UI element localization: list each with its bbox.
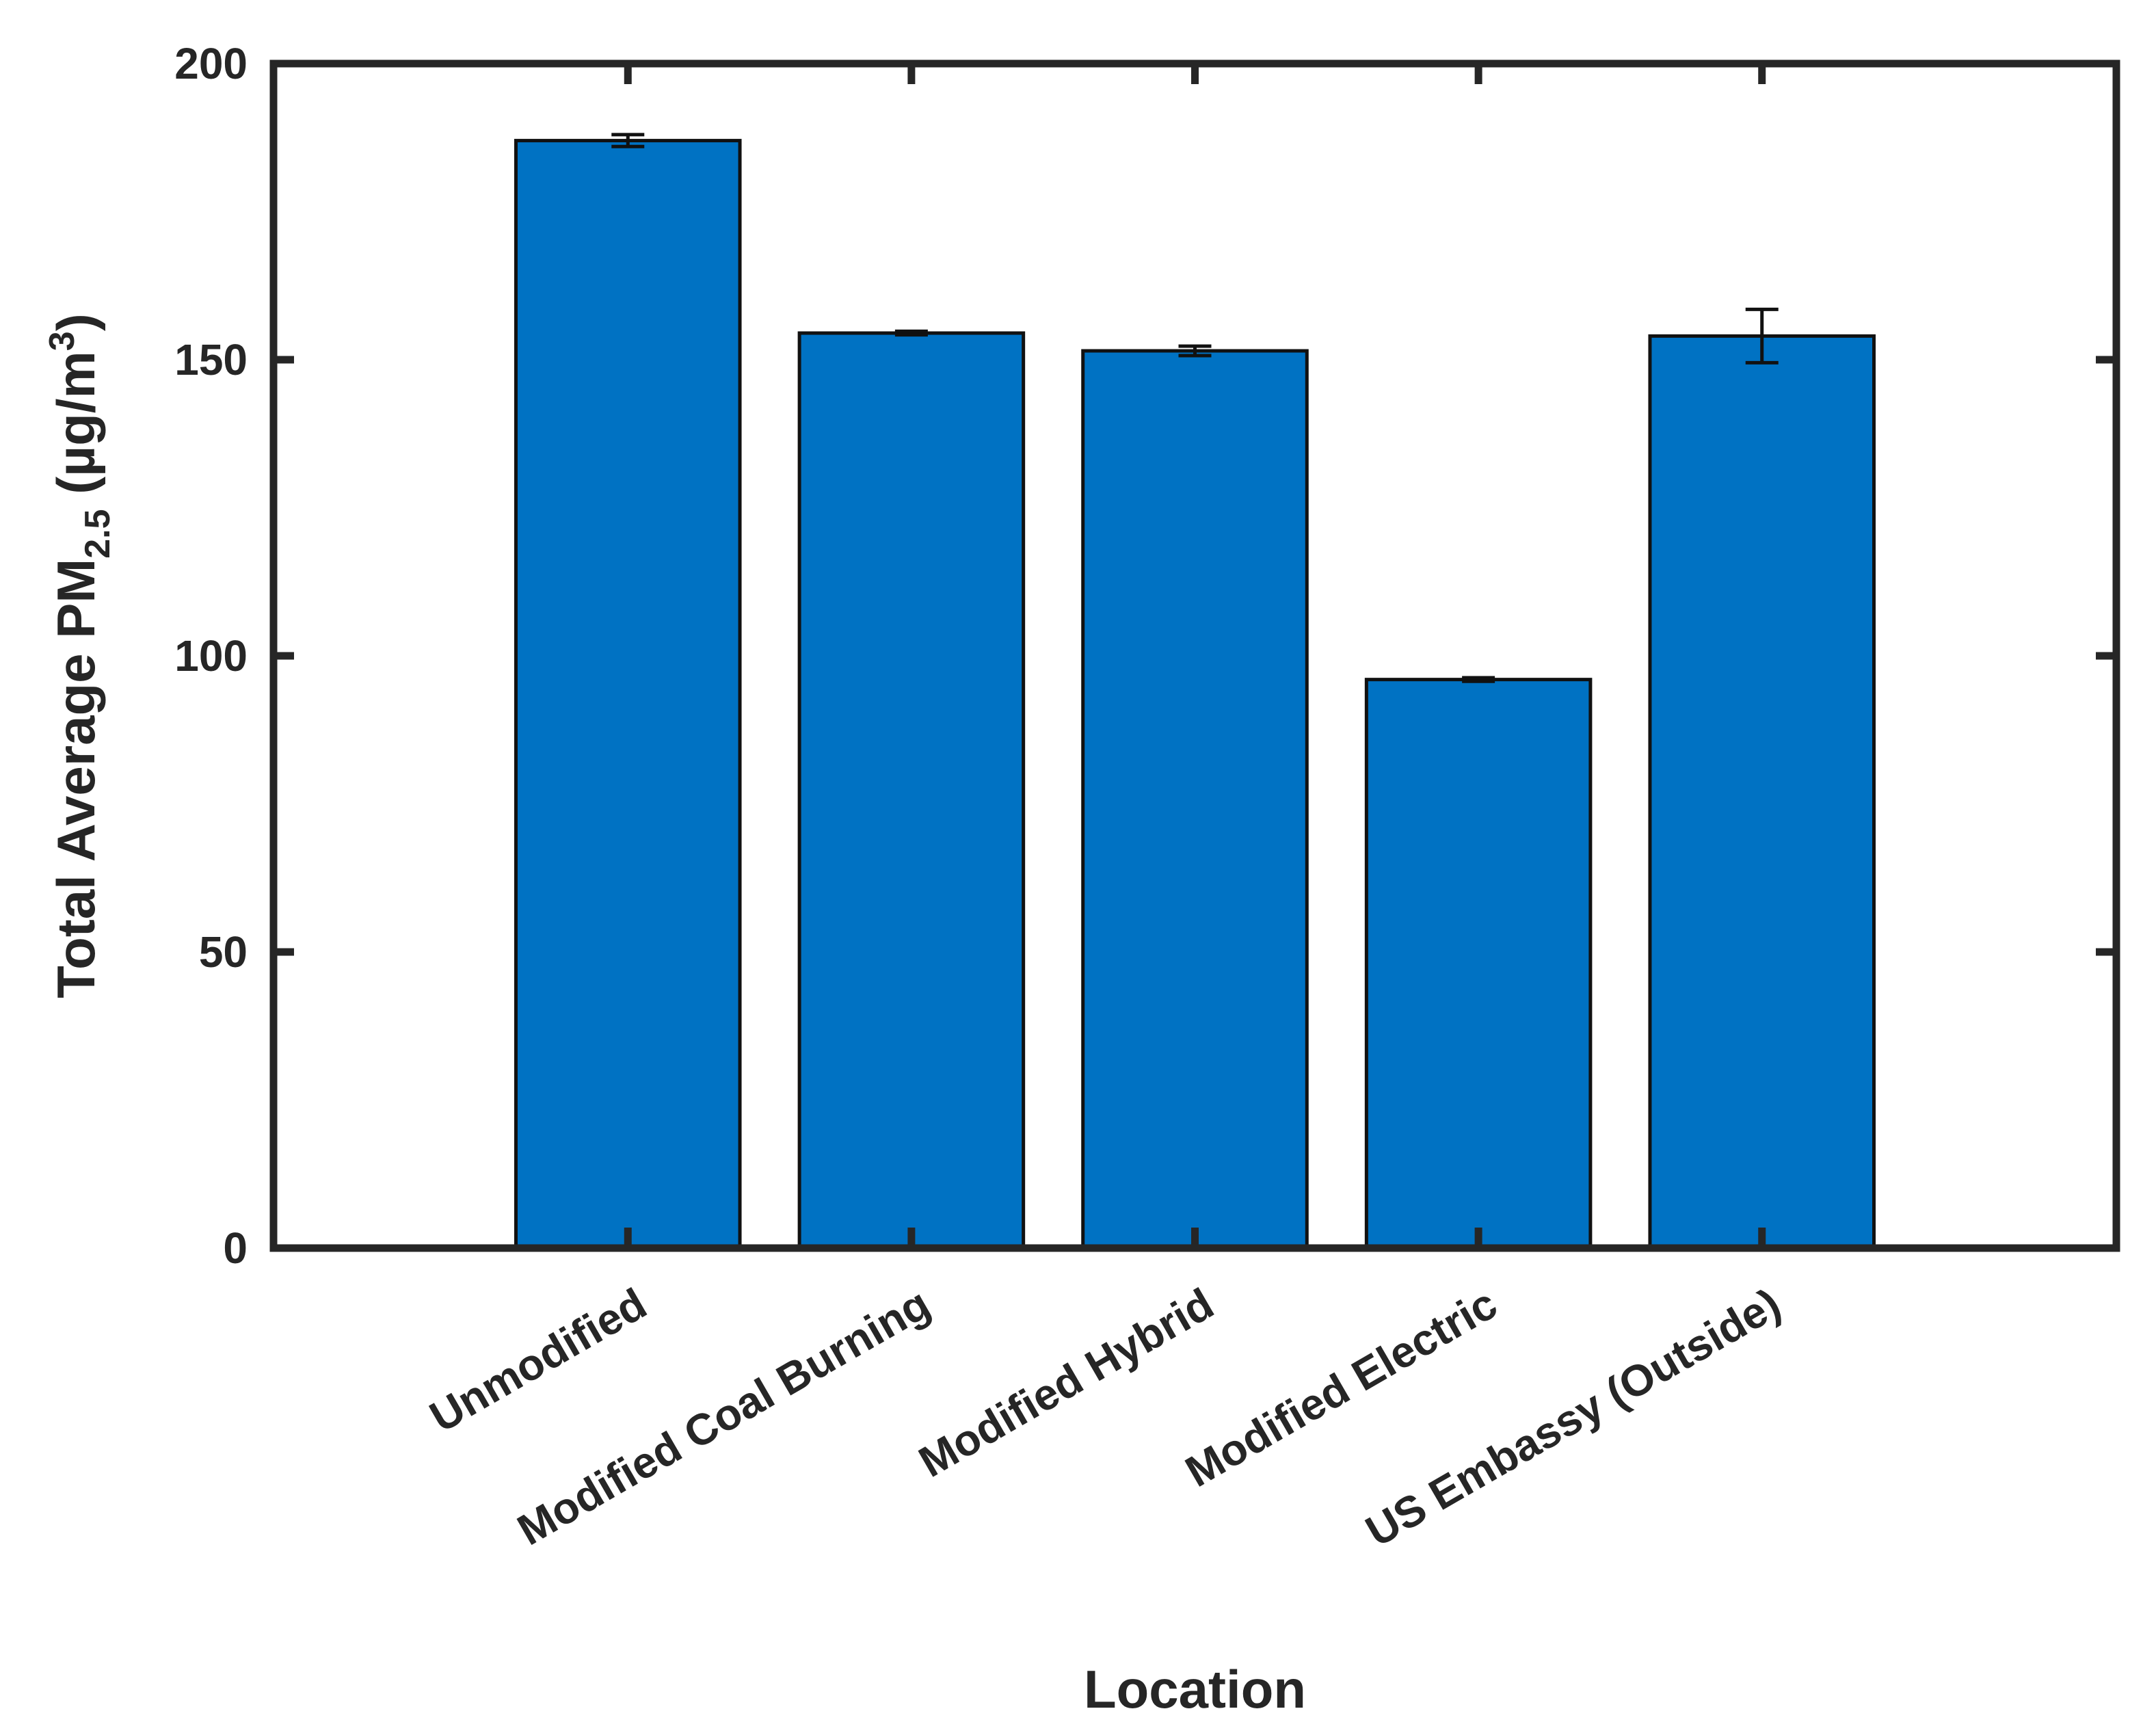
- y-axis-label-subscript: 2.5: [78, 509, 118, 558]
- y-tick-label: 150: [174, 335, 248, 384]
- x-tick-label: Unmodified: [421, 1279, 654, 1442]
- bar: [1081, 349, 1309, 1250]
- y-axis-label: Total Average PM2.5 (µg/m3): [42, 313, 118, 998]
- bar: [514, 139, 742, 1250]
- y-tick-labels: 0 50 100 150 200: [174, 39, 248, 1273]
- y-tick-label: 100: [174, 631, 248, 680]
- y-axis-label-superscript: 3: [42, 331, 82, 351]
- error-bars-layer: [611, 133, 1779, 683]
- y-axis-label-units-close: ): [46, 313, 106, 331]
- y-tick-label: 200: [174, 39, 248, 88]
- x-axis-label: Location: [1084, 1659, 1306, 1719]
- bar: [1364, 678, 1593, 1250]
- bar: [797, 331, 1026, 1250]
- y-axis-label-units-open: (µg/m: [46, 351, 106, 509]
- bars-layer: [514, 139, 1876, 1250]
- y-tick-label: 0: [223, 1223, 248, 1273]
- y-axis-label-main: Total Average PM: [46, 559, 106, 998]
- y-tick-label: 50: [199, 927, 248, 977]
- ticks-layer: [274, 59, 2116, 1252]
- x-tick-label: Modified Hybrid: [911, 1279, 1222, 1487]
- bar: [1648, 334, 1876, 1250]
